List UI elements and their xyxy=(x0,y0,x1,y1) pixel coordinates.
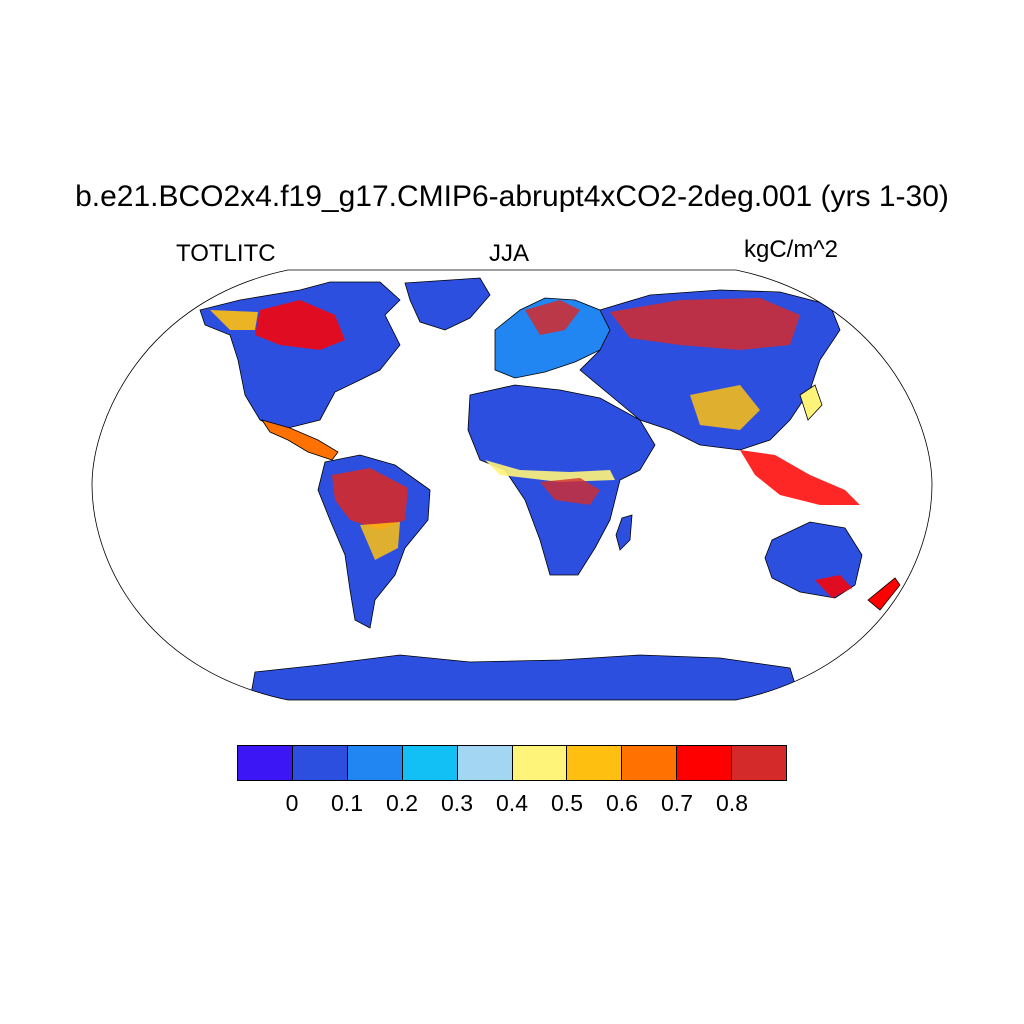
colorbar-swatch xyxy=(732,746,787,780)
region-amazon xyxy=(332,468,408,530)
colorbar-swatch xyxy=(347,746,403,780)
colorbar-swatch xyxy=(567,746,623,780)
colorbar-swatch xyxy=(238,746,293,780)
colorbar-tick-label: 0.2 xyxy=(386,790,418,816)
colorbar-tick-label: 0.5 xyxy=(551,790,583,816)
variable-label: TOTLITC xyxy=(176,240,276,267)
season-label: JJA xyxy=(489,240,530,267)
colorbar-tick-label: 0.6 xyxy=(606,790,638,816)
units-label: kgC/m^2 xyxy=(744,236,838,263)
colorbar xyxy=(237,745,787,781)
region-north-america-boreal xyxy=(255,300,345,350)
map-outline xyxy=(91,269,933,701)
region-sahel xyxy=(485,460,615,482)
colorbar-swatch xyxy=(512,746,568,780)
region-central-america xyxy=(261,419,339,461)
colorbar-tick-label: 0.8 xyxy=(716,790,748,816)
colorbar-swatch xyxy=(622,746,678,780)
colorbar-tick-label: 0.7 xyxy=(661,790,693,816)
region-antarctica xyxy=(249,654,801,700)
colorbar-tick-label: 0 xyxy=(285,790,299,816)
colorbar-tick-label: 0.3 xyxy=(441,790,473,816)
region-scandinavia xyxy=(525,300,580,335)
region-new-zealand xyxy=(867,577,901,611)
region-congo xyxy=(540,478,600,505)
region-madagascar xyxy=(615,514,633,551)
colorbar-swatch xyxy=(677,746,733,780)
region-southeast-asia xyxy=(740,450,860,505)
colorbar-tick-label: 0.4 xyxy=(496,790,528,816)
colorbar-tick-label: 0.1 xyxy=(331,790,363,816)
region-north-america-mixed xyxy=(210,310,258,330)
colorbar-swatch xyxy=(292,746,348,780)
region-siberia xyxy=(610,298,800,350)
region-cerrado xyxy=(360,522,400,560)
colorbar-swatch xyxy=(402,746,458,780)
region-australia-southeast xyxy=(815,575,852,598)
region-east-asia xyxy=(690,385,760,430)
region-japan xyxy=(799,384,823,421)
region-greenland xyxy=(404,277,491,331)
plot-title: b.e21.BCO2x4.f19_g17.CMIP6-abrupt4xCO2-2… xyxy=(75,180,949,213)
colorbar-swatch xyxy=(457,746,513,780)
